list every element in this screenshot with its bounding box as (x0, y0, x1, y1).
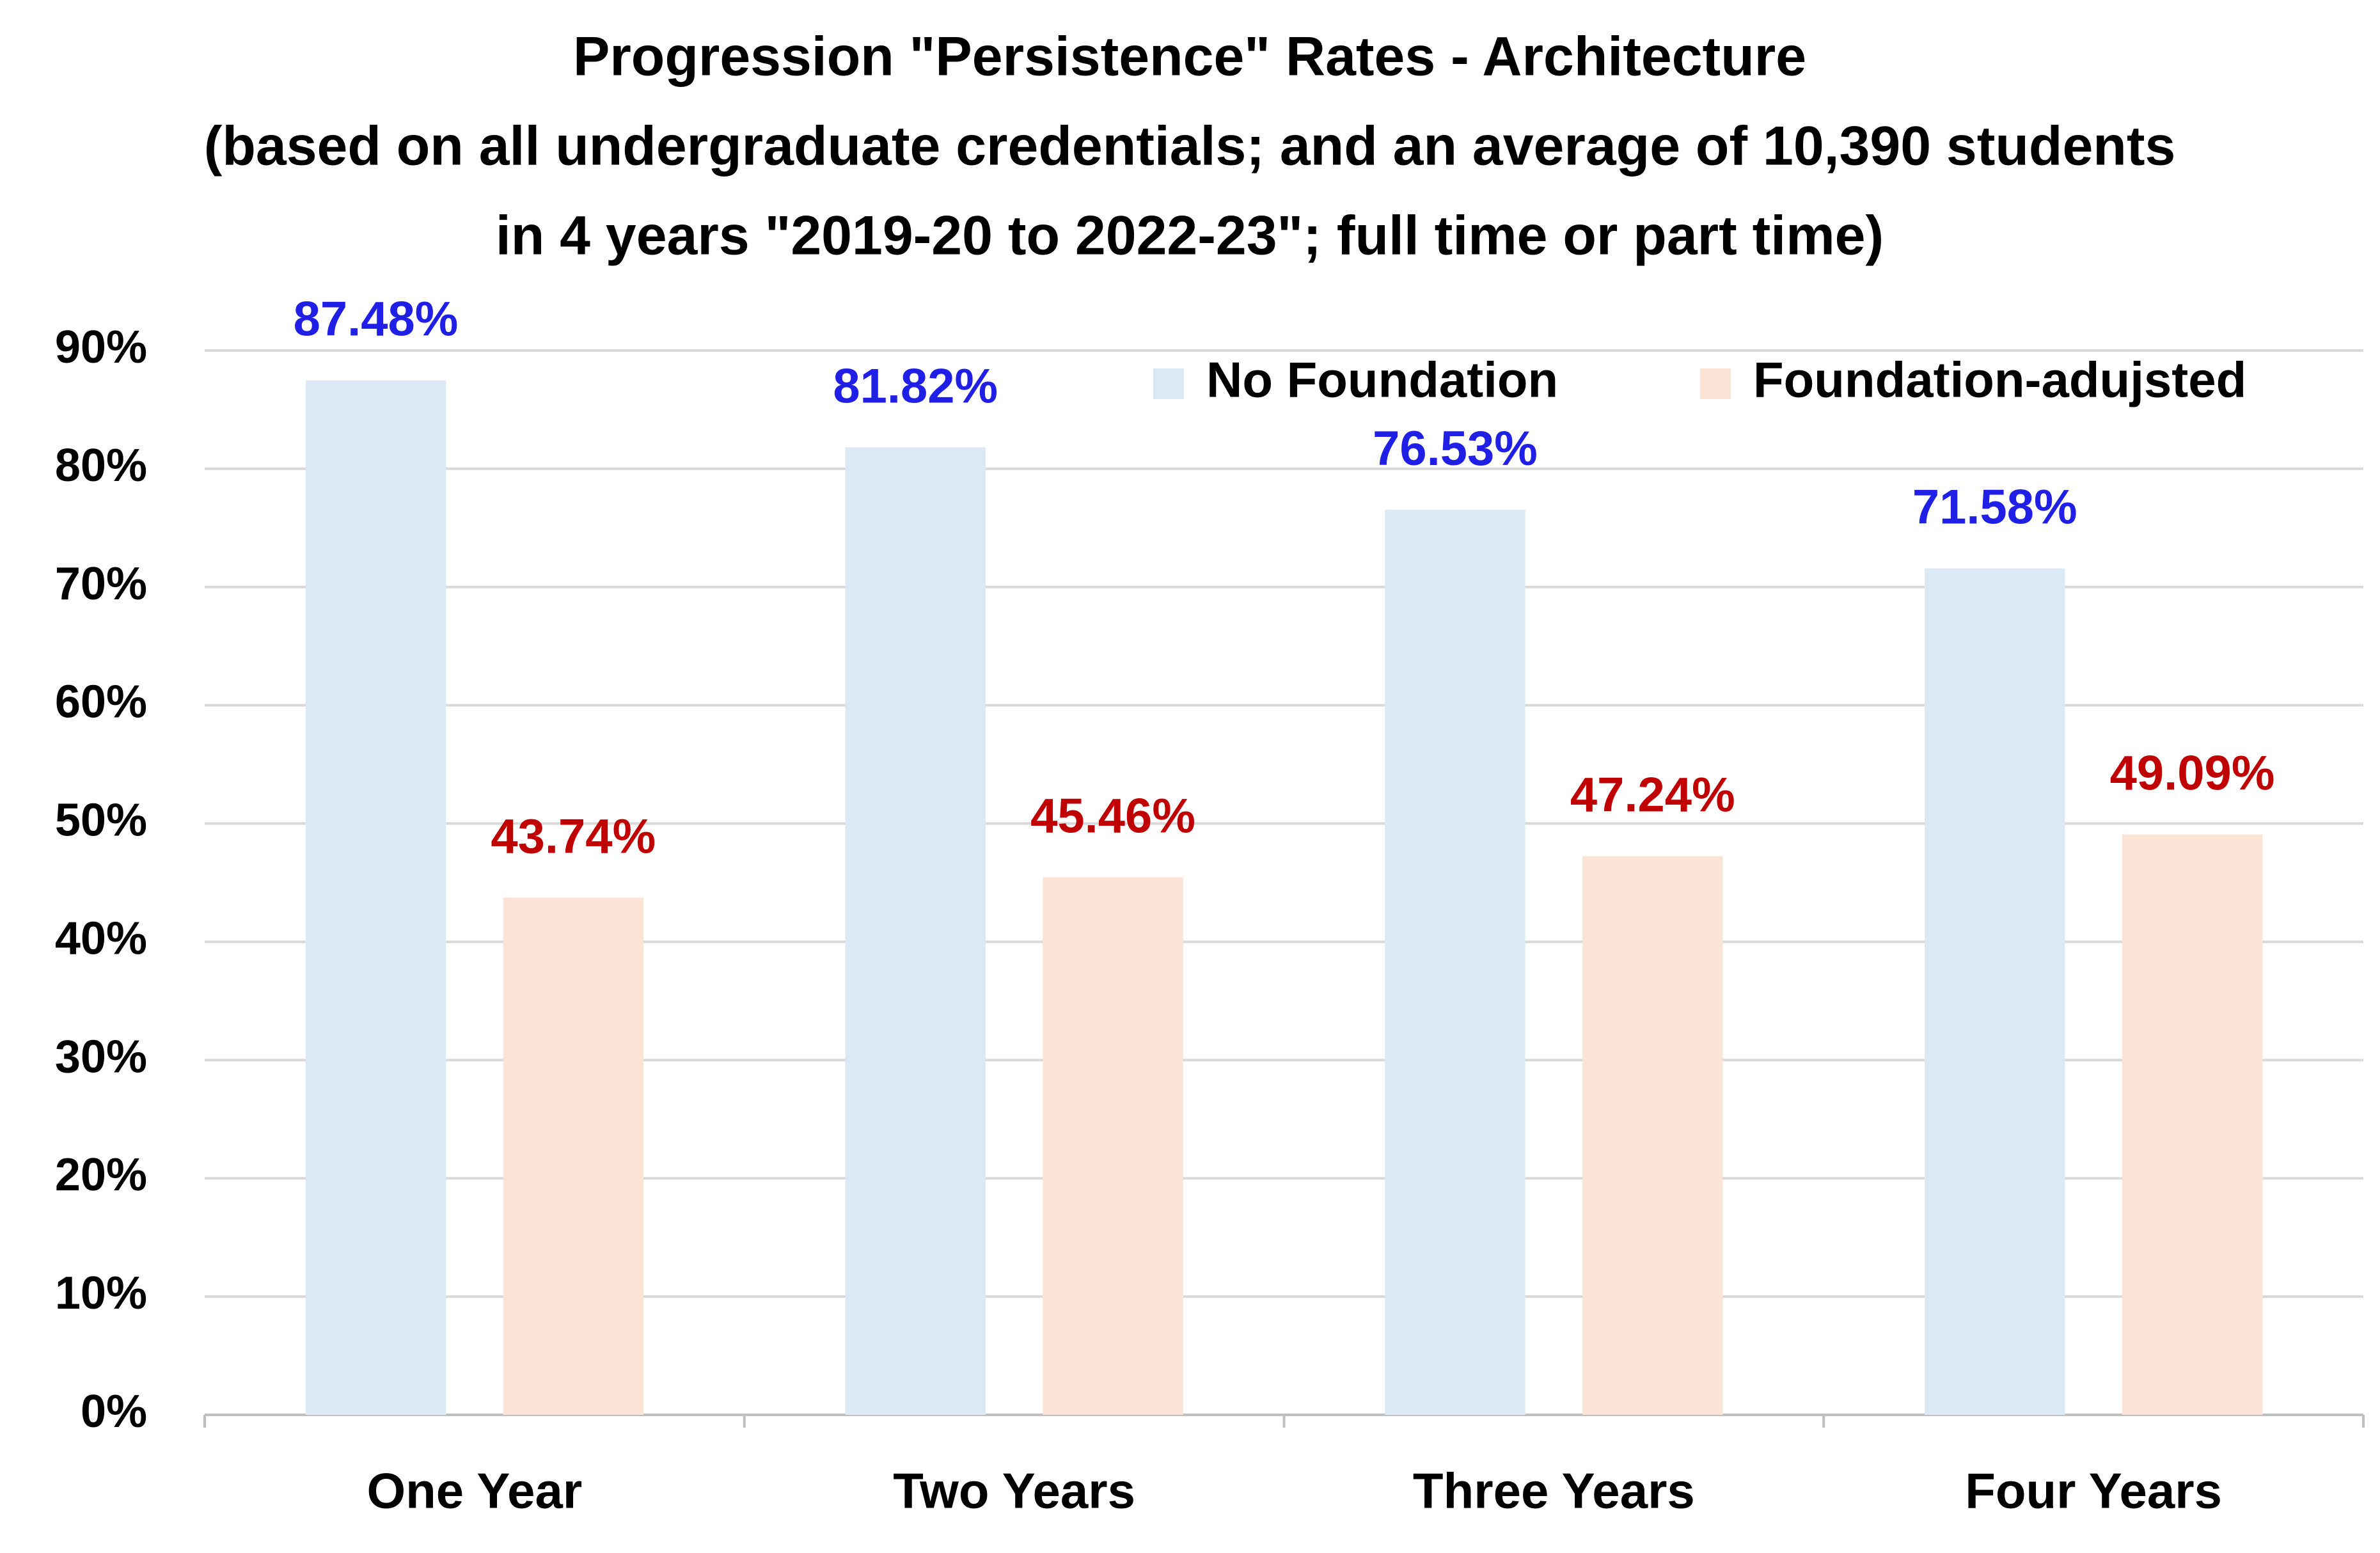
x-tick-label: Three Years (1413, 1463, 1695, 1519)
chart-title: Progression "Persistence" Rates - Archit… (573, 26, 1806, 88)
data-label: 47.24% (1570, 768, 1735, 823)
data-label: 45.46% (1030, 789, 1195, 844)
data-label: 71.58% (1912, 480, 2077, 535)
x-tick-label: Two Years (893, 1463, 1135, 1519)
bar (305, 380, 446, 1415)
y-tick-label: 30% (55, 1031, 147, 1082)
y-tick-label: 90% (55, 322, 147, 373)
chart-title: in 4 years "2019-20 to 2022-23"; full ti… (496, 205, 1884, 267)
legend-swatch (1153, 368, 1184, 399)
bar (1043, 877, 1183, 1415)
data-label: 81.82% (833, 359, 998, 413)
x-tick-label: Four Years (1965, 1463, 2222, 1519)
y-tick-label: 40% (55, 913, 147, 964)
y-tick-label: 0% (81, 1386, 147, 1437)
bar (1582, 856, 1723, 1415)
bar (845, 447, 986, 1415)
y-tick-label: 10% (55, 1268, 147, 1319)
bar (2122, 834, 2263, 1415)
chart-title: (based on all undergraduate credentials;… (204, 116, 2176, 177)
legend-swatch (1700, 368, 1731, 399)
y-tick-label: 50% (55, 795, 147, 846)
x-tick-label: One Year (366, 1463, 582, 1519)
y-tick-label: 80% (55, 440, 147, 491)
legend-label: Foundation-adujsted (1753, 352, 2246, 408)
bar (503, 897, 643, 1415)
y-tick-label: 60% (55, 677, 147, 728)
data-label: 43.74% (491, 809, 656, 863)
legend-label: No Foundation (1206, 352, 1558, 408)
y-tick-label: 70% (55, 558, 147, 610)
data-label: 76.53% (1373, 422, 1538, 476)
data-label: 49.09% (2110, 746, 2275, 800)
y-tick-label: 20% (55, 1149, 147, 1201)
data-label: 87.48% (294, 292, 459, 347)
bar (1385, 510, 1525, 1415)
bar (1925, 568, 2065, 1415)
